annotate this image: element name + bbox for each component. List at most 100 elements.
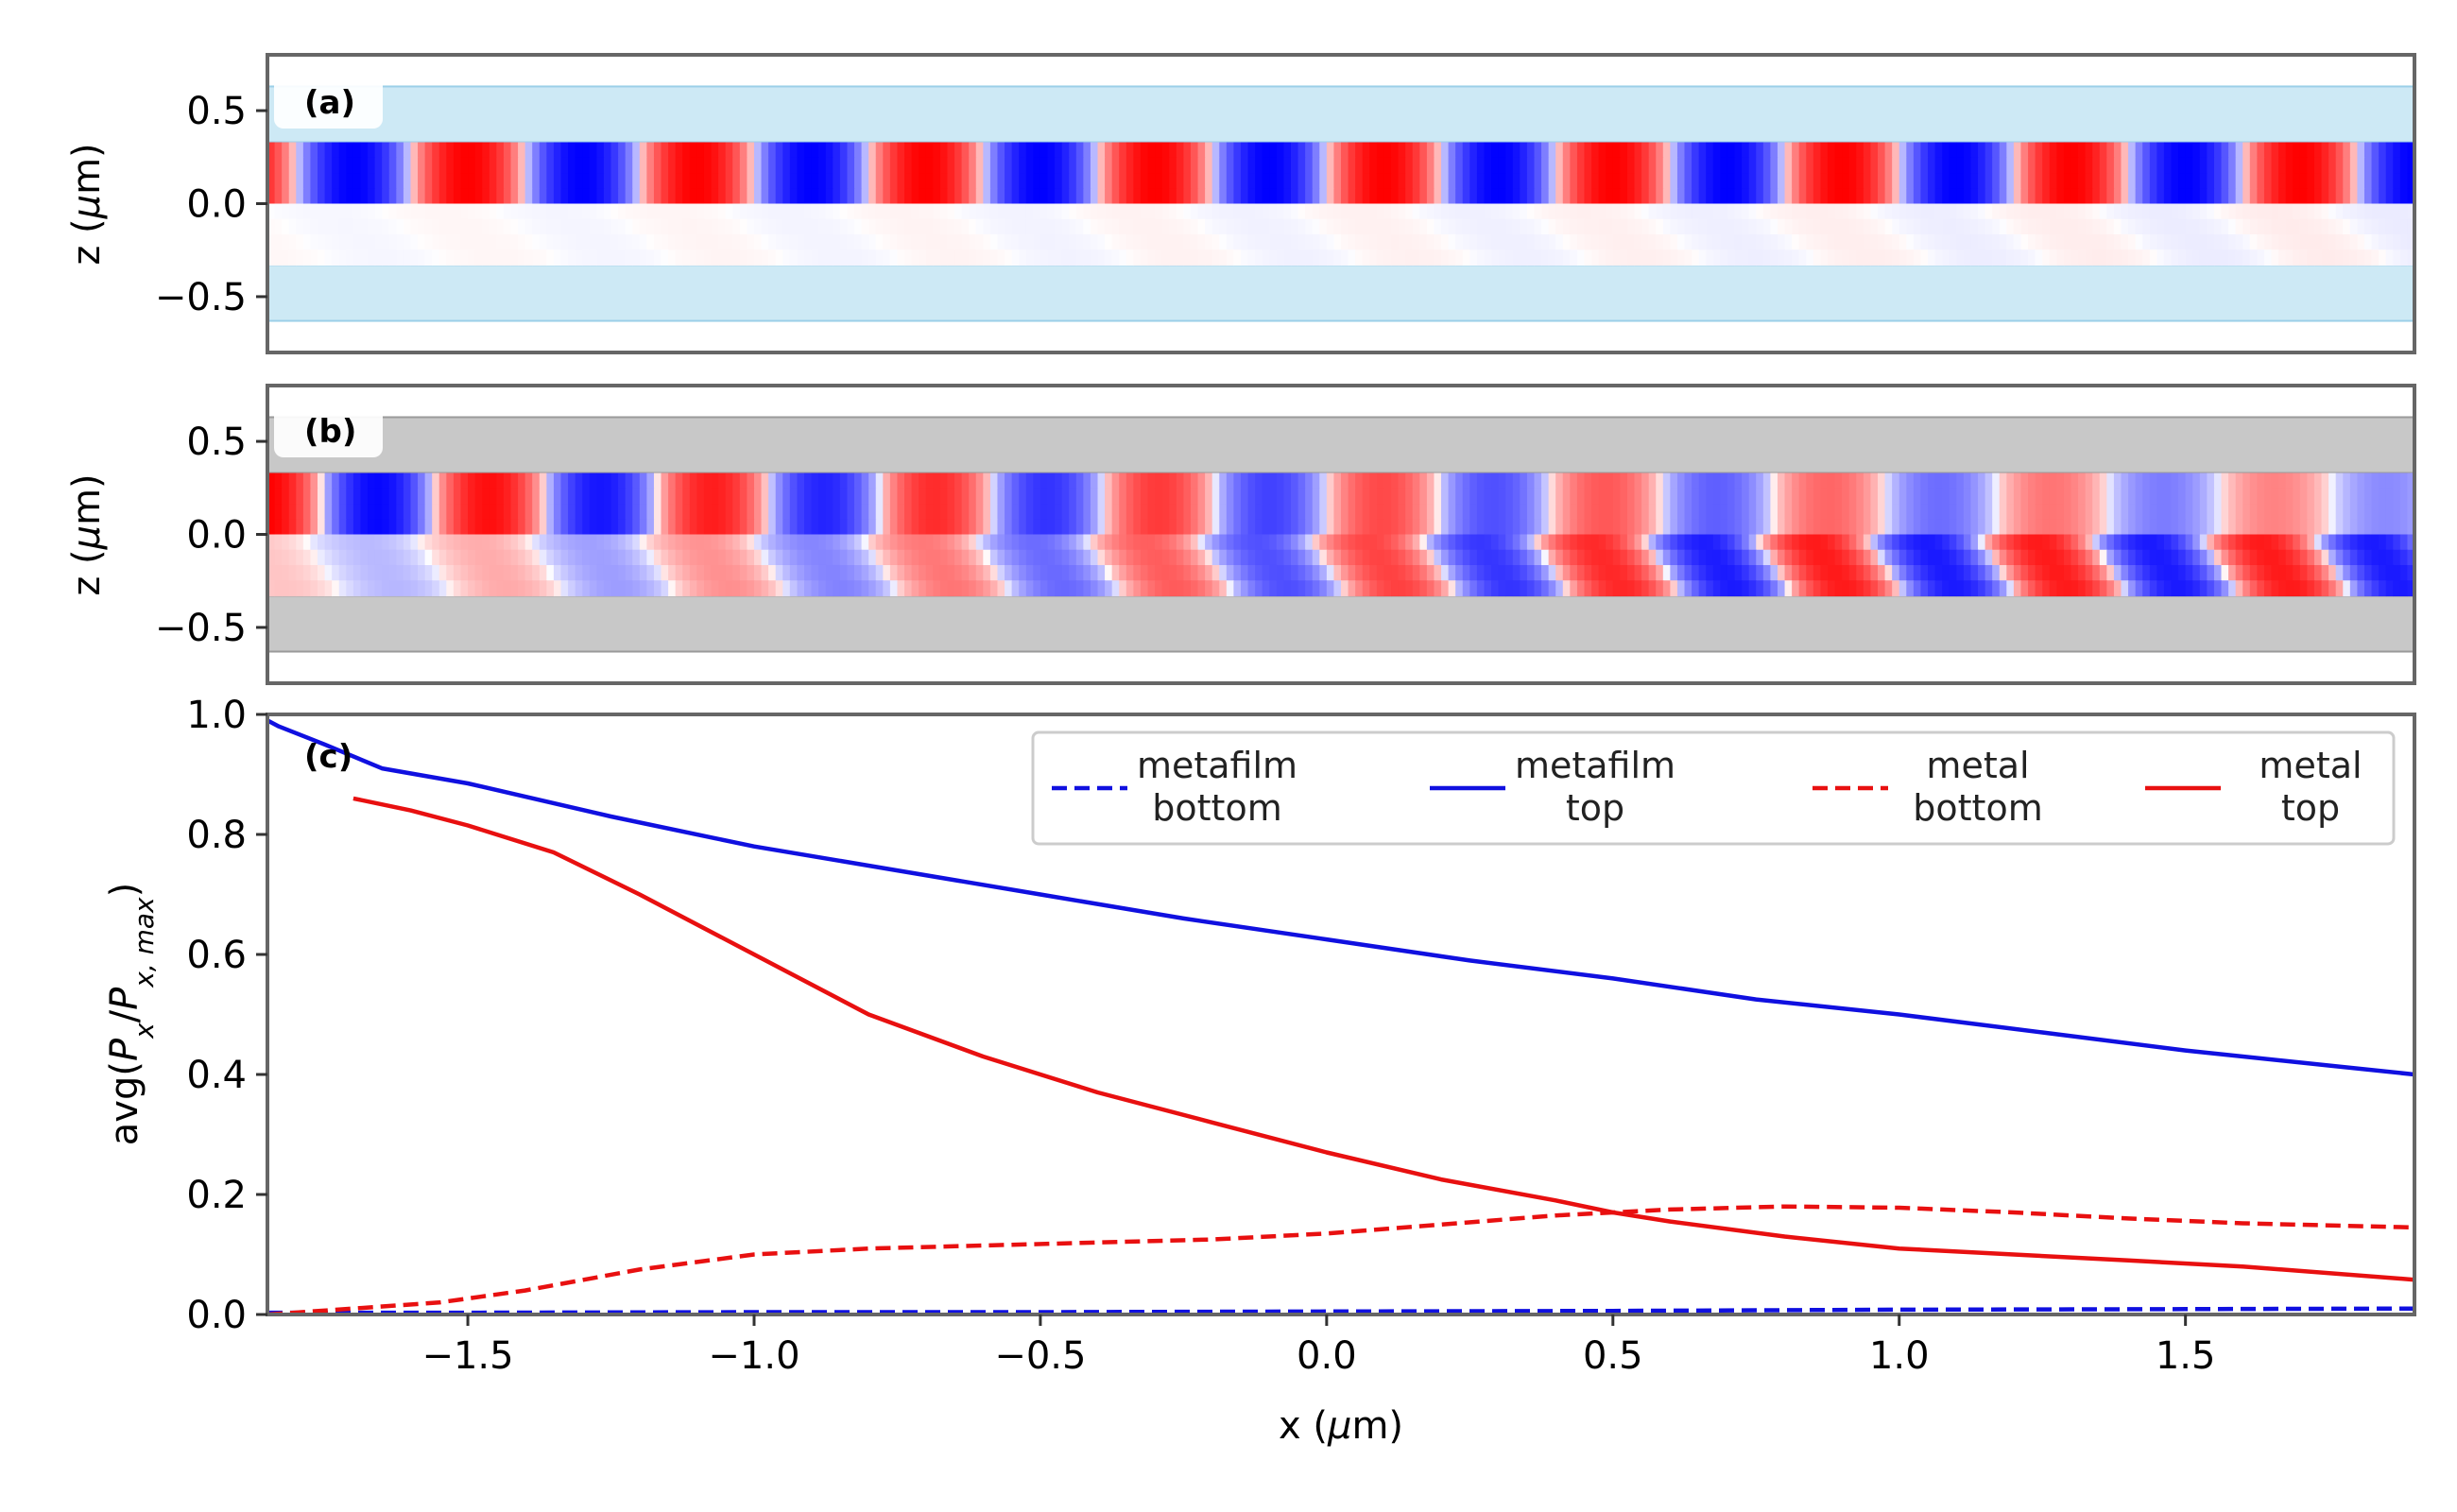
panel-b-field-bottom-cell bbox=[1498, 534, 1506, 551]
panel-a-field-bottom-cell bbox=[1090, 249, 1099, 266]
panel-a-field-bottom-cell bbox=[646, 203, 655, 220]
panel-b-field-bottom-cell bbox=[1662, 534, 1671, 551]
panel-a-field-bottom-cell bbox=[2006, 203, 2015, 220]
panel-b-field-bottom-cell bbox=[568, 534, 576, 551]
panel-b-field-bottom-cell bbox=[2178, 534, 2187, 551]
panel-b-field-bottom-cell bbox=[2092, 549, 2101, 566]
panel-b-field-bottom-cell bbox=[868, 580, 877, 597]
panel-a-field-top-cell bbox=[368, 157, 376, 174]
panel-b-field-top-cell bbox=[1984, 488, 1993, 505]
panel-b-field-top-cell bbox=[382, 504, 390, 520]
panel-a-field-bottom-cell bbox=[1019, 218, 1027, 235]
panel-a-field-top-cell bbox=[1834, 142, 1843, 159]
panel-b-field-top-cell bbox=[596, 519, 605, 536]
panel-b-field-bottom-cell bbox=[396, 580, 404, 597]
panel-a-field-top-cell bbox=[1312, 173, 1320, 189]
panel-b-field-bottom-cell bbox=[2121, 580, 2129, 597]
panel-a-field-bottom-cell bbox=[1899, 203, 1907, 220]
panel-b-field-bottom-cell bbox=[424, 580, 433, 597]
panel-b-field-top-cell bbox=[1183, 488, 1192, 505]
panel-b-field-top-cell bbox=[288, 472, 297, 490]
panel-a-field-bottom-cell bbox=[2213, 233, 2223, 250]
panel-b-field-top-cell bbox=[368, 519, 376, 536]
panel-a-field-top-cell bbox=[653, 173, 662, 189]
panel-b-field-bottom-cell bbox=[703, 549, 713, 566]
panel-a-field-bottom-cell bbox=[1756, 233, 1764, 250]
panel-b-field-top-cell bbox=[1005, 519, 1013, 536]
panel-a-field-top-cell bbox=[2113, 173, 2122, 189]
panel-b-field-bottom-cell bbox=[1061, 580, 1070, 597]
panel-b-field-top-cell bbox=[1011, 488, 1020, 505]
panel-a-field-top-cell bbox=[432, 142, 440, 159]
panel-a-field-top-cell bbox=[2142, 157, 2151, 174]
panel-a-field-bottom-cell bbox=[1548, 249, 1556, 266]
panel-a-field-top-cell bbox=[1906, 173, 1915, 189]
panel-a-field-bottom-cell bbox=[1692, 218, 1700, 235]
panel-a-field-top-cell bbox=[267, 157, 276, 174]
panel-b-field-top-cell bbox=[682, 504, 691, 520]
panel-b-field-top-cell bbox=[1662, 504, 1671, 520]
panel-b-field-bottom-cell bbox=[2399, 580, 2409, 597]
panel-b-field-bottom-cell bbox=[553, 564, 562, 581]
panel-a-field-top-cell bbox=[1290, 173, 1299, 189]
panel-b-field-top-cell bbox=[1892, 488, 1900, 505]
panel-b-field-bottom-cell bbox=[468, 534, 476, 551]
panel-b-field-top-cell bbox=[1963, 504, 1972, 520]
panel-b-field-bottom-cell bbox=[1612, 549, 1621, 566]
panel-b-field-top-cell bbox=[2271, 519, 2279, 536]
panel-a-field-top-cell bbox=[438, 173, 447, 189]
panel-b-field-top-cell bbox=[989, 519, 999, 536]
panel-a-field-bottom-cell bbox=[2242, 218, 2251, 235]
panel-b-field-bottom-cell bbox=[775, 534, 783, 551]
panel-b-field-top-cell bbox=[1634, 519, 1642, 536]
panel-b-field-bottom-cell bbox=[1792, 564, 1800, 581]
panel-a-field-top-cell bbox=[288, 188, 297, 205]
panel-a-field-bottom-cell bbox=[1770, 218, 1778, 235]
panel-a-field-top-cell bbox=[539, 188, 547, 205]
panel-a-field-top-cell bbox=[696, 173, 705, 189]
panel-b-field-bottom-cell bbox=[1970, 534, 1979, 551]
panel-b-field-top-cell bbox=[1727, 519, 1736, 536]
panel-b-field-top-cell bbox=[1105, 504, 1113, 520]
panel-b-field-bottom-cell bbox=[1405, 564, 1414, 581]
panel-b-field-top-cell bbox=[703, 504, 713, 520]
panel-a-field-top-cell bbox=[1005, 142, 1013, 159]
panel-c-ytick-label: 0.2 bbox=[186, 1174, 247, 1217]
panel-a-field-bottom-cell bbox=[382, 233, 390, 250]
panel-a-field-bottom-cell bbox=[1205, 218, 1213, 235]
panel-b-field-bottom-cell bbox=[1305, 564, 1314, 581]
panel-a-field-bottom-cell bbox=[553, 218, 562, 235]
panel-a-field-bottom-cell bbox=[1706, 249, 1714, 266]
panel-a-field-bottom-cell bbox=[1283, 218, 1292, 235]
panel-a-field-bottom-cell bbox=[2028, 203, 2036, 220]
panel-b-field-top-cell bbox=[983, 488, 991, 505]
panel-a-field-top-cell bbox=[782, 188, 791, 205]
panel-a-field-bottom-cell bbox=[947, 233, 955, 250]
panel-a-field-bottom-cell bbox=[1555, 249, 1564, 266]
panel-a-field-bottom-cell bbox=[625, 249, 633, 266]
panel-a-field-bottom-cell bbox=[954, 203, 963, 220]
panel-b-field-bottom-cell bbox=[2042, 549, 2051, 566]
panel-b-field-bottom-cell bbox=[1756, 580, 1764, 597]
panel-a-field-top-cell bbox=[661, 142, 669, 159]
panel-b-field-top-cell bbox=[2070, 504, 2079, 520]
panel-b-field-top-cell bbox=[1247, 504, 1256, 520]
panel-a-field-bottom-cell bbox=[1784, 233, 1793, 250]
panel-a-field-top-cell bbox=[1075, 142, 1084, 159]
panel-a-field-top-cell bbox=[739, 173, 748, 189]
panel-b-field-bottom-cell bbox=[1870, 534, 1879, 551]
panel-b-field-top-cell bbox=[1698, 472, 1707, 490]
panel-b-field-top-cell bbox=[825, 488, 833, 505]
panel-a-field-top-cell bbox=[1147, 157, 1156, 174]
panel-a-field-top-cell bbox=[789, 157, 799, 174]
panel-b-field-bottom-cell bbox=[1612, 564, 1621, 581]
panel-b-field-bottom-cell bbox=[474, 580, 483, 597]
panel-a-field-top-cell bbox=[1033, 157, 1041, 174]
panel-a-field-bottom-cell bbox=[1670, 218, 1678, 235]
panel-a-field-top-cell bbox=[1526, 157, 1536, 174]
panel-a-field-top-cell bbox=[1312, 142, 1320, 159]
panel-a-field-bottom-cell bbox=[1205, 203, 1213, 220]
panel-b-field-bottom-cell bbox=[2228, 549, 2237, 566]
panel-a-field-bottom-cell bbox=[1125, 233, 1134, 250]
panel-b-field-bottom-cell bbox=[919, 564, 927, 581]
